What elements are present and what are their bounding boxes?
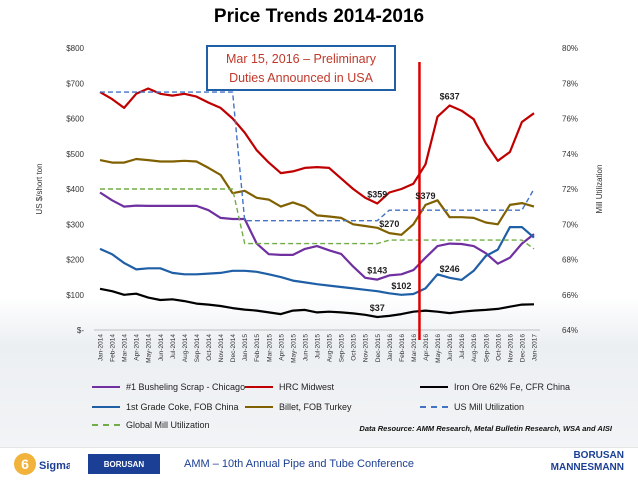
x-tick-label: Apr-2015 [278,334,285,361]
x-tick-label: Mar-2016 [411,334,418,362]
x-tick-label: Feb-2014 [110,334,117,362]
y-tick-label: $200 [66,256,84,265]
x-tick-label: Aug-2014 [182,334,189,363]
slide-footer: 6 Sigma BORUSAN AMM – 10th Annual Pipe a… [0,447,638,480]
data-label: $143 [367,266,387,276]
x-tick-label: May-2016 [435,334,442,363]
x-tick-label: Jul-2014 [170,334,177,359]
y2-tick-label: 64% [562,326,578,335]
y2-tick-label: 80% [562,44,578,53]
series-line-4 [99,157,535,236]
y2-tick-label: 68% [562,256,578,265]
y-tick-label: $100 [66,291,84,300]
x-tick-label: Oct-2016 [495,334,502,361]
series-line-2 [99,287,535,319]
y2-tick-label: 76% [562,115,578,124]
x-tick-label: Jan-2016 [387,334,394,361]
data-label: $359 [367,189,387,199]
sigma-logo: 6 Sigma [14,453,70,475]
x-tick-label: Jan-2014 [98,334,105,361]
x-tick-label: Mar-2015 [266,334,273,362]
data-label: $379 [415,191,435,201]
conference-name: AMM – 10th Annual Pipe and Tube Conferen… [184,458,414,470]
x-tick-label: Oct-2015 [351,334,358,361]
y-tick-label: $- [77,326,84,335]
x-tick-label: May-2015 [290,334,297,363]
x-tick-label: Jun-2014 [158,334,165,361]
svg-text:6: 6 [21,456,29,472]
data-source-note: Data Resource: AMM Research, Metal Bulle… [359,424,612,433]
x-tick-label: Mar-2014 [122,334,129,362]
series-line-0 [99,191,535,281]
y-tick-label: $500 [66,150,84,159]
data-label: $246 [440,264,460,274]
y-tick-label: $800 [66,44,84,53]
duties-annotation-box: Mar 15, 2016 – Preliminary Duties Announ… [206,45,396,91]
series-line-6 [100,188,535,250]
x-tick-label: Sep-2014 [194,334,201,363]
y-tick-label: $700 [66,79,84,88]
y-tick-label: $600 [66,115,84,124]
x-tick-label: Dec-2014 [230,334,237,363]
x-tick-label: Jun-2015 [302,334,309,361]
page-title: Price Trends 2014-2016 [213,6,425,27]
y-tick-label: $400 [66,185,84,194]
x-tick-label: Feb-2015 [254,334,261,362]
data-label: $102 [391,281,411,291]
x-tick-label: Sep-2015 [339,334,346,363]
y2-tick-label: 66% [562,291,578,300]
y-tick-label: $300 [66,220,84,229]
y2-axis-title: Mill Utilization [595,165,604,214]
x-tick-label: Dec-2015 [375,334,382,363]
x-tick-label: Nov-2015 [363,334,370,363]
x-tick-label: Jul-2016 [459,334,466,359]
data-label: $270 [379,219,399,229]
x-tick-label: Jan-2017 [531,334,538,361]
x-tick-label: Apr-2016 [423,334,430,361]
x-tick-label: May-2014 [146,334,153,363]
x-tick-label: Aug-2016 [471,334,478,363]
x-tick-label: Oct-2014 [206,334,213,361]
x-tick-label: Nov-2016 [507,334,514,363]
x-tick-label: Nov-2014 [218,334,225,363]
y2-tick-label: 70% [562,220,578,229]
y2-tick-label: 74% [562,150,578,159]
x-tick-label: Apr-2014 [134,334,141,361]
x-tick-label: Jan-2015 [242,334,249,361]
y-axis-title: US $/short ton [35,163,44,214]
sigma-logo-text: Sigma [39,460,70,472]
borusan-logo: BORUSAN [88,454,160,474]
x-tick-label: Aug-2015 [327,334,334,363]
x-tick-label: Jun-2016 [447,334,454,361]
x-tick-label: Dec-2016 [519,334,526,363]
series-line-3 [99,226,535,296]
x-tick-label: Sep-2016 [483,334,490,363]
borusan-mannesmann-logo: BORUSAN MANNESMANN [550,450,624,473]
y2-tick-label: 72% [562,185,578,194]
data-label: $637 [440,91,460,101]
series-line-5 [100,91,535,222]
data-label: $37 [370,303,385,313]
y2-tick-label: 78% [562,79,578,88]
series-line-1 [99,87,535,205]
x-tick-label: Jul-2015 [315,334,322,359]
x-tick-label: Feb-2016 [399,334,406,362]
